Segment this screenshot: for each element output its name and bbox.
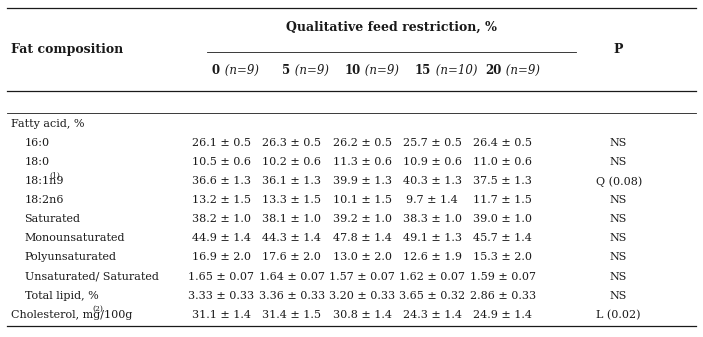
Text: 13.2 ± 1.5: 13.2 ± 1.5 bbox=[192, 195, 251, 205]
Text: 25.7 ± 0.5: 25.7 ± 0.5 bbox=[403, 138, 462, 148]
Text: (n=9): (n=9) bbox=[502, 64, 540, 77]
Text: 39.2 ± 1.0: 39.2 ± 1.0 bbox=[333, 214, 392, 224]
Text: Q (0.08): Q (0.08) bbox=[595, 176, 642, 187]
Text: 38.1 ± 1.0: 38.1 ± 1.0 bbox=[262, 214, 321, 224]
Text: 26.3 ± 0.5: 26.3 ± 0.5 bbox=[262, 138, 321, 148]
Text: 13.3 ± 1.5: 13.3 ± 1.5 bbox=[262, 195, 321, 205]
Text: 38.3 ± 1.0: 38.3 ± 1.0 bbox=[403, 214, 462, 224]
Text: 36.6 ± 1.3: 36.6 ± 1.3 bbox=[192, 176, 251, 186]
Text: 17.6 ± 2.0: 17.6 ± 2.0 bbox=[262, 252, 321, 263]
Text: 30.8 ± 1.4: 30.8 ± 1.4 bbox=[333, 310, 392, 320]
Text: 15.3 ± 2.0: 15.3 ± 2.0 bbox=[473, 252, 532, 263]
Text: Fat composition: Fat composition bbox=[11, 43, 123, 56]
Text: (n=9): (n=9) bbox=[291, 64, 329, 77]
Text: Total lipid, %: Total lipid, % bbox=[25, 290, 98, 301]
Text: 1.57 ± 0.07: 1.57 ± 0.07 bbox=[329, 272, 395, 281]
Text: 31.1 ± 1.4: 31.1 ± 1.4 bbox=[192, 310, 251, 320]
Text: 16:0: 16:0 bbox=[25, 138, 50, 148]
Text: 11.7 ± 1.5: 11.7 ± 1.5 bbox=[473, 195, 532, 205]
Text: 18:1n9: 18:1n9 bbox=[25, 176, 64, 186]
Text: 38.2 ± 1.0: 38.2 ± 1.0 bbox=[192, 214, 251, 224]
Text: NS: NS bbox=[610, 157, 627, 167]
Text: 10: 10 bbox=[344, 64, 361, 77]
Text: 37.5 ± 1.3: 37.5 ± 1.3 bbox=[473, 176, 532, 186]
Text: (2): (2) bbox=[92, 305, 103, 313]
Text: 5: 5 bbox=[282, 64, 290, 77]
Text: Polyunsaturated: Polyunsaturated bbox=[25, 252, 117, 263]
Text: L (0.02): L (0.02) bbox=[596, 309, 641, 320]
Text: 11.3 ± 0.6: 11.3 ± 0.6 bbox=[333, 157, 392, 167]
Text: NS: NS bbox=[610, 252, 627, 263]
Text: 26.4 ± 0.5: 26.4 ± 0.5 bbox=[473, 138, 532, 148]
Text: 36.1 ± 1.3: 36.1 ± 1.3 bbox=[262, 176, 321, 186]
Text: 12.6 ± 1.9: 12.6 ± 1.9 bbox=[403, 252, 462, 263]
Text: 40.3 ± 1.3: 40.3 ± 1.3 bbox=[403, 176, 462, 186]
Text: 13.0 ± 2.0: 13.0 ± 2.0 bbox=[333, 252, 392, 263]
Text: 44.3 ± 1.4: 44.3 ± 1.4 bbox=[262, 234, 321, 243]
Text: 10.2 ± 0.6: 10.2 ± 0.6 bbox=[262, 157, 321, 167]
Text: 45.7 ± 1.4: 45.7 ± 1.4 bbox=[473, 234, 532, 243]
Text: 44.9 ± 1.4: 44.9 ± 1.4 bbox=[192, 234, 251, 243]
Text: Monounsaturated: Monounsaturated bbox=[25, 234, 125, 243]
Text: 26.2 ± 0.5: 26.2 ± 0.5 bbox=[333, 138, 392, 148]
Text: Qualitative feed restriction, %: Qualitative feed restriction, % bbox=[287, 21, 497, 33]
Text: 1.65 ± 0.07: 1.65 ± 0.07 bbox=[188, 272, 254, 281]
Text: 3.36 ± 0.33: 3.36 ± 0.33 bbox=[259, 290, 325, 301]
Text: 39.9 ± 1.3: 39.9 ± 1.3 bbox=[333, 176, 392, 186]
Text: (n=9): (n=9) bbox=[361, 64, 399, 77]
Text: NS: NS bbox=[610, 195, 627, 205]
Text: 18:2n6: 18:2n6 bbox=[25, 195, 64, 205]
Text: 20: 20 bbox=[485, 64, 501, 77]
Text: NS: NS bbox=[610, 234, 627, 243]
Text: 10.9 ± 0.6: 10.9 ± 0.6 bbox=[403, 157, 462, 167]
Text: 24.3 ± 1.4: 24.3 ± 1.4 bbox=[403, 310, 462, 320]
Text: 16.9 ± 2.0: 16.9 ± 2.0 bbox=[192, 252, 251, 263]
Text: Fatty acid, %: Fatty acid, % bbox=[11, 119, 84, 129]
Text: 0: 0 bbox=[212, 64, 220, 77]
Text: 24.9 ± 1.4: 24.9 ± 1.4 bbox=[473, 310, 532, 320]
Text: 31.4 ± 1.5: 31.4 ± 1.5 bbox=[262, 310, 321, 320]
Text: (n=9): (n=9) bbox=[221, 64, 259, 77]
Text: NS: NS bbox=[610, 214, 627, 224]
Text: 1.59 ± 0.07: 1.59 ± 0.07 bbox=[470, 272, 536, 281]
Text: 10.1 ± 1.5: 10.1 ± 1.5 bbox=[333, 195, 392, 205]
Text: 49.1 ± 1.3: 49.1 ± 1.3 bbox=[403, 234, 462, 243]
Text: 18:0: 18:0 bbox=[25, 157, 50, 167]
Text: 9.7 ± 1.4: 9.7 ± 1.4 bbox=[406, 195, 458, 205]
Text: (n=10): (n=10) bbox=[432, 64, 477, 77]
Text: NS: NS bbox=[610, 138, 627, 148]
Text: 3.65 ± 0.32: 3.65 ± 0.32 bbox=[399, 290, 465, 301]
Text: 47.8 ± 1.4: 47.8 ± 1.4 bbox=[333, 234, 392, 243]
Text: 15: 15 bbox=[415, 64, 431, 77]
Text: 39.0 ± 1.0: 39.0 ± 1.0 bbox=[473, 214, 532, 224]
Text: Saturated: Saturated bbox=[25, 214, 81, 224]
Text: NS: NS bbox=[610, 272, 627, 281]
Text: NS: NS bbox=[610, 290, 627, 301]
Text: 26.1 ± 0.5: 26.1 ± 0.5 bbox=[192, 138, 251, 148]
Text: 1.62 ± 0.07: 1.62 ± 0.07 bbox=[399, 272, 465, 281]
Text: 3.20 ± 0.33: 3.20 ± 0.33 bbox=[329, 290, 395, 301]
Text: 10.5 ± 0.6: 10.5 ± 0.6 bbox=[192, 157, 251, 167]
Text: Unsaturated/ Saturated: Unsaturated/ Saturated bbox=[25, 272, 158, 281]
Text: (1): (1) bbox=[49, 172, 60, 180]
Text: Cholesterol, mg/100g: Cholesterol, mg/100g bbox=[11, 310, 132, 320]
Text: 3.33 ± 0.33: 3.33 ± 0.33 bbox=[188, 290, 254, 301]
Text: 2.86 ± 0.33: 2.86 ± 0.33 bbox=[470, 290, 536, 301]
Text: P: P bbox=[614, 43, 624, 56]
Text: 1.64 ± 0.07: 1.64 ± 0.07 bbox=[259, 272, 325, 281]
Text: 11.0 ± 0.6: 11.0 ± 0.6 bbox=[473, 157, 532, 167]
